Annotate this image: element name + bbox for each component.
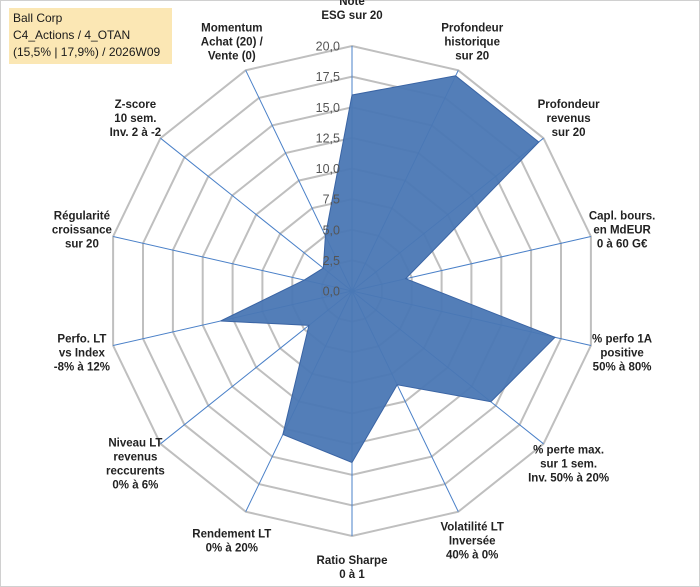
tick-label: 17,5 [316, 70, 340, 84]
chart-title-scores: (15,5% | 17,9%) / 2026W09 [13, 45, 161, 59]
tick-label: 12,5 [316, 131, 340, 145]
chart-title-category: C4_Actions / 4_OTAN [13, 28, 131, 42]
tick-label: 15,0 [316, 101, 340, 115]
chart-title-company: Ball Corp [13, 11, 63, 25]
axis-label: Rendement LT 0% à 20% [192, 529, 271, 555]
tick-label: 5,0 [323, 223, 340, 237]
tick-label: 0,0 [323, 285, 340, 299]
axis-label: Ratio Sharpe 0 à 1 [317, 555, 388, 581]
series-area [220, 75, 556, 464]
axis-label: Capl. bours. en MdEUR 0 à 60 G€ [589, 210, 655, 250]
axis-label: % perte max. sur 1 sem. Inv. 50% à 20% [528, 445, 609, 485]
tick-label: 7,5 [323, 193, 340, 207]
tick-label: 2,5 [323, 254, 340, 268]
axis-label: Z-score 10 sem. Inv. 2 à -2 [110, 99, 162, 139]
tick-label: 10,0 [316, 162, 340, 176]
axis-label: % perfo 1A positive 50% à 80% [592, 334, 652, 374]
axis-label: Régularité croissance sur 20 [52, 210, 112, 250]
tick-label: 20,0 [316, 40, 340, 54]
chart-title-box: Ball Corp C4_Actions / 4_OTAN (15,5% | 1… [9, 8, 172, 64]
radar-tick-labels: 0,0 2,5 5,0 7,5 10,0 12,5 15,0 17,5 20,0 [316, 40, 340, 299]
axis-label: Volatilité LT Inversée 40% à 0% [440, 522, 503, 562]
axis-spoke [160, 137, 353, 292]
axis-label: Profondeur revenus sur 20 [538, 99, 600, 139]
axis-label: Note ESG sur 20 [321, 0, 382, 22]
axis-label: Profondeur historique sur 20 [441, 22, 503, 62]
axis-label: Perfo. LT vs Index -8% à 12% [54, 334, 110, 374]
axis-label: Momentum Achat (20) / Vente (0) [201, 22, 264, 62]
radar-series [220, 75, 556, 464]
radar-axis-labels: Note ESG sur 20 Profondeur historique sur 20… [52, 0, 655, 581]
axis-label: Niveau LT revenus reccurents 0% à 6% [106, 438, 165, 492]
